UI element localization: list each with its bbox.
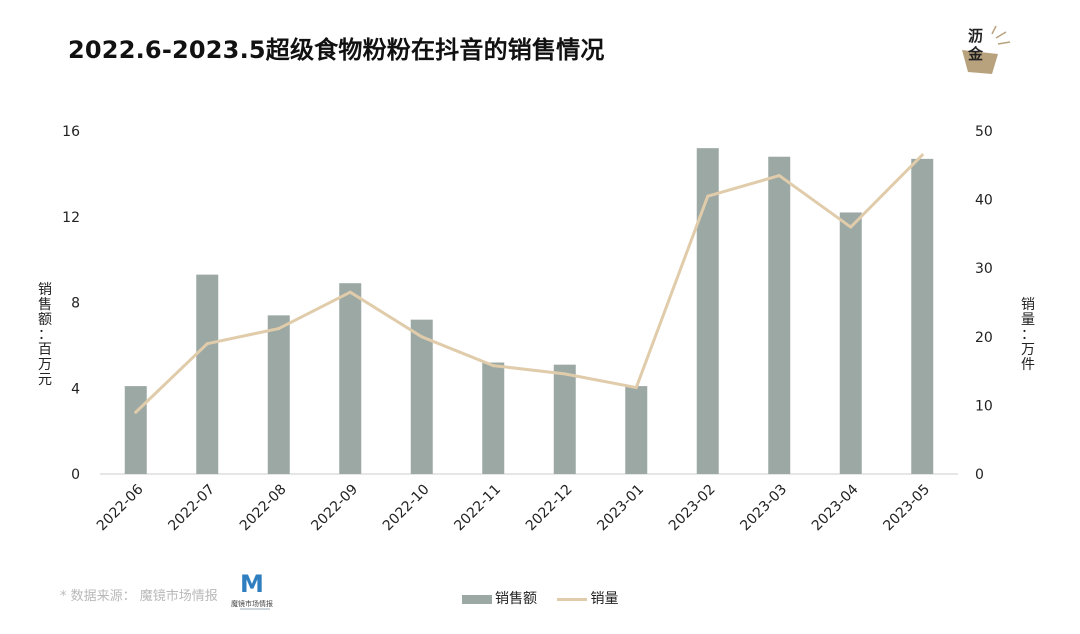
bar-sales [124,386,147,474]
y-left-axis-label: 销售额：百万元 [38,282,52,388]
point-volume [491,364,495,368]
x-tick-label: 2022-06 [94,481,147,534]
brand-mark-icon [962,25,1011,74]
brand-text-2: 金 [968,45,984,63]
y-right-tick-label: 0 [975,467,984,483]
x-tick-label: 2022-11 [451,482,504,535]
bar-sales [410,319,433,474]
point-volume [205,342,209,346]
y-left-tick-label: 4 [71,381,80,397]
x-tick-label: 2023-05 [880,482,933,535]
legend-item-volume: 销量 [541,588,618,608]
legend-swatch-line [557,597,588,601]
bar-sales [625,386,648,474]
y-left-tick-label: 0 [71,467,80,483]
bar-sales [196,274,219,474]
x-tick-label: 2023-04 [809,481,862,534]
x-tick-label: 2023-01 [594,482,647,535]
point-volume [634,386,638,390]
y-right-tick-label: 30 [975,261,993,277]
point-volume [849,225,853,229]
x-tick-label: 2023-02 [666,482,719,535]
point-volume [348,290,352,294]
brand-text-1: 沥 [968,27,984,45]
point-volume [920,153,924,157]
x-tick-label: 2022-08 [237,482,290,535]
x-tick-label: 2022-10 [380,482,433,535]
x-tick-label: 2022-07 [165,482,218,535]
bar-sales [267,315,290,474]
y-right-axis-label: 销量：万件 [1021,297,1035,373]
y-left-tick-label: 8 [71,296,80,312]
y-right-tick-label: 10 [975,398,993,414]
chart-legend: 销售额 销量 [462,588,618,608]
y-left-tick-label: 12 [62,210,80,226]
legend-item-sales: 销售额 [462,588,537,608]
data-source-note: * 数据来源： 魔镜市场情报 [60,589,218,604]
bar-sales [482,362,505,474]
legend-label-sales: 销售额 [495,591,537,607]
y-left-tick-label: 16 [62,124,80,140]
point-volume [706,194,710,198]
bar-sales [768,156,791,474]
line-volume [134,153,924,414]
x-tick-label: 2022-12 [523,482,576,535]
point-volume [277,327,281,331]
bar-sales [696,148,719,474]
source-logo-letter: M [240,570,264,598]
x-tick-label: 2023-03 [737,482,790,535]
point-volume [420,335,424,339]
y-right-tick-label: 20 [975,330,993,346]
y-right-tick-label: 40 [975,193,993,209]
bar-sales [911,158,934,474]
legend-label-volume: 销量 [590,591,619,607]
bar-sales [553,364,576,474]
bar-sales [339,283,362,474]
brand-logo: 沥 金 [958,24,1014,76]
x-tick-label: 2022-09 [308,482,361,535]
chart-title: 2022.6-2023.5超级食物粉粉在抖音的销售情况 [68,36,605,64]
point-volume [563,372,567,376]
source-logo-caption: 魔镜市场情报 [231,600,273,608]
point-volume [777,174,781,178]
point-volume [134,410,138,414]
source-logo: M 魔镜市场情报 [230,570,286,612]
y-right-tick-label: 50 [975,124,993,140]
source-logo-underline [240,608,270,610]
legend-swatch-bar [462,594,492,604]
bar-sales [839,212,862,474]
